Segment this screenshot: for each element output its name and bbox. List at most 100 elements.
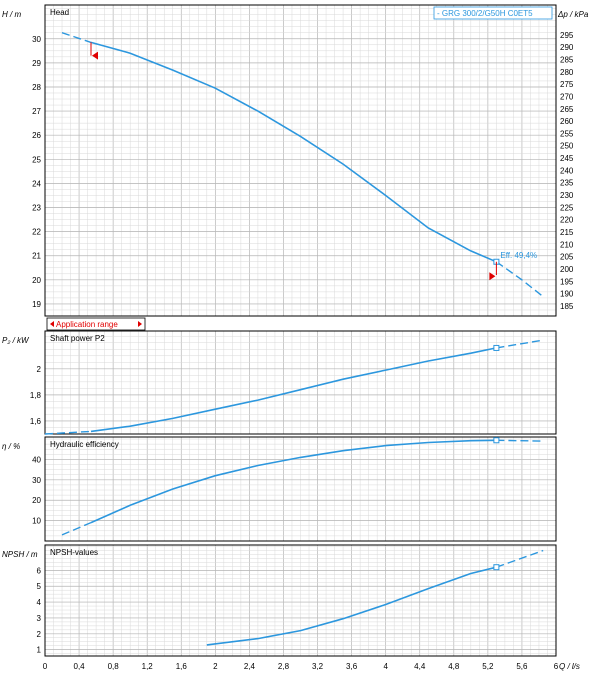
y-tick-label: 30 (32, 476, 41, 485)
x-axis: 0 0,4 0,8 1,2 1,6 2 2,4 2,8 3,2 3,6 4 4,4 4,8 5,2 5,6 6… (43, 662, 580, 671)
x-tick-label: 0,4 (74, 662, 86, 671)
right-tick-label: 210 (560, 240, 574, 249)
right-tick-label: 230 (560, 191, 574, 200)
efficiency-curve-dashed (496, 439, 544, 442)
right-tick-label: 240 (560, 166, 574, 175)
range-end-arrow (489, 272, 496, 281)
right-axis-title: Δp / kPa (557, 10, 589, 19)
head-curve-solid (90, 41, 497, 263)
y-tick-label: 23 (32, 204, 41, 213)
right-tick-label: 215 (560, 228, 574, 237)
efficiency-frame (44, 436, 557, 542)
right-tick-label: 280 (560, 68, 574, 77)
power-title: Shaft power P2 (50, 334, 105, 343)
y-tick-label: 30 (32, 35, 41, 44)
application-range-arrow-left (50, 321, 54, 327)
right-tick-label: 205 (560, 253, 574, 262)
right-tick-label: 265 (560, 105, 574, 114)
y-tick-label: 2 (37, 365, 42, 374)
x-tick-label: 5,6 (516, 662, 528, 671)
y-tick-label: 1,6 (30, 417, 42, 426)
npsh-panel: 1 2 3 4 5 6 NPSH-values NPSH / m (2, 544, 557, 657)
head-axis-title: H / m (2, 10, 21, 19)
right-tick-label: 185 (560, 302, 574, 311)
right-tick-label: 290 (560, 43, 574, 52)
legend-box (433, 6, 553, 20)
x-axis-title: Q / l/s (559, 662, 580, 671)
y-tick-label: 22 (32, 228, 41, 237)
x-tick-label: 4,4 (414, 662, 426, 671)
right-tick-label: 270 (560, 92, 574, 101)
right-tick-label: 195 (560, 277, 574, 286)
power-panel: 1,6 1,8 2 Shaft power P2 P₂ / kW (2, 330, 557, 435)
x-tick-label: 5,2 (482, 662, 494, 671)
npsh-axis-title: NPSH / m (2, 550, 38, 559)
efficiency-label: Eff. 49,4% (500, 251, 537, 260)
x-tick-label: 4 (383, 662, 388, 671)
power-axis-title: P₂ / kW (2, 336, 30, 345)
y-tick-label: 26 (32, 131, 41, 140)
npsh-operating-point (493, 564, 500, 571)
x-tick-label: 2,8 (278, 662, 290, 671)
right-tick-label: 250 (560, 142, 574, 151)
x-tick-label: 1,2 (142, 662, 154, 671)
y-tick-label: 29 (32, 59, 41, 68)
npsh-title: NPSH-values (50, 548, 98, 557)
legend-label: - GRG 300/2/G50H C0ET5 (437, 9, 533, 18)
x-tick-label: 0 (43, 662, 48, 671)
x-tick-label: 2,4 (244, 662, 256, 671)
y-tick-label: 19 (32, 300, 41, 309)
right-tick-label: 275 (560, 80, 574, 89)
power-frame (44, 330, 557, 435)
npsh-curve-dashed (496, 549, 544, 568)
x-tick-label: 6 (554, 662, 559, 671)
efficiency-axis-title: η / % (2, 442, 20, 451)
power-operating-point (493, 344, 500, 351)
right-tick-label: 255 (560, 129, 574, 138)
application-range-box (46, 317, 146, 331)
x-tick-label: 4,8 (448, 662, 460, 671)
npsh-curve-solid (206, 566, 497, 646)
y-tick-label: 3 (37, 614, 42, 623)
y-tick-label: 5 (37, 582, 42, 591)
y-tick-label: 20 (32, 496, 41, 505)
npsh-frame (44, 544, 557, 657)
efficiency-curve-solid (90, 439, 497, 524)
right-tick-label: 285 (560, 55, 574, 64)
application-range-label: Application range (56, 320, 118, 329)
power-curve-dashed (496, 339, 544, 349)
right-tick-label: 225 (560, 203, 574, 212)
x-tick-label: 3,6 (346, 662, 358, 671)
head-curve-dashed (61, 32, 92, 44)
head-title: Head (50, 8, 69, 17)
y-tick-label: 4 (37, 598, 42, 607)
y-tick-label: 27 (32, 107, 41, 116)
y-tick-label: 10 (32, 517, 41, 526)
right-tick-label: 190 (560, 290, 574, 299)
x-tick-label: 2 (213, 662, 218, 671)
y-tick-label: 25 (32, 155, 41, 164)
head-frame (44, 4, 557, 317)
range-start-arrow (91, 51, 98, 60)
efficiency-panel: 10 20 30 40 Hydraulic efficiency η / % (2, 436, 557, 542)
power-curve-solid (90, 347, 497, 433)
y-tick-label: 2 (37, 630, 42, 639)
y-tick-label: 1 (37, 646, 42, 655)
y-tick-label: 21 (32, 252, 41, 261)
x-tick-label: 1,6 (176, 662, 188, 671)
right-tick-label: 260 (560, 117, 574, 126)
right-tick-label: 200 (560, 265, 574, 274)
efficiency-operating-point (493, 437, 500, 444)
efficiency-curve-dashed (61, 521, 92, 536)
head-panel: 19 20 21 22 23 24 25 26 27 28 29 30 Head H / m 185 190 1… (2, 4, 589, 331)
efficiency-title: Hydraulic efficiency (50, 440, 119, 449)
power-curve-dashed (44, 430, 92, 435)
y-tick-label: 6 (37, 566, 42, 575)
y-tick-label: 40 (32, 455, 41, 464)
head-curve-dashed (495, 261, 544, 298)
y-tick-label: 1,8 (30, 391, 42, 400)
right-tick-label: 245 (560, 154, 574, 163)
right-tick-label: 220 (560, 216, 574, 225)
y-tick-label: 28 (32, 83, 41, 92)
